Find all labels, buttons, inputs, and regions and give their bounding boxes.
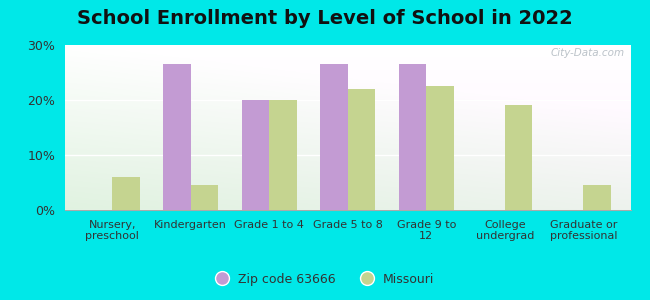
- Bar: [505, 106, 532, 210]
- Text: City-Data.com: City-Data.com: [551, 48, 625, 58]
- Bar: [320, 64, 348, 210]
- Bar: [584, 185, 611, 210]
- Bar: [269, 100, 296, 210]
- Bar: [190, 185, 218, 210]
- Legend: Zip code 63666, Missouri: Zip code 63666, Missouri: [211, 268, 439, 291]
- Text: School Enrollment by Level of School in 2022: School Enrollment by Level of School in …: [77, 9, 573, 28]
- Bar: [399, 64, 426, 210]
- Bar: [163, 64, 190, 210]
- Bar: [112, 177, 140, 210]
- Bar: [348, 89, 375, 210]
- Bar: [426, 86, 454, 210]
- Bar: [242, 100, 269, 210]
